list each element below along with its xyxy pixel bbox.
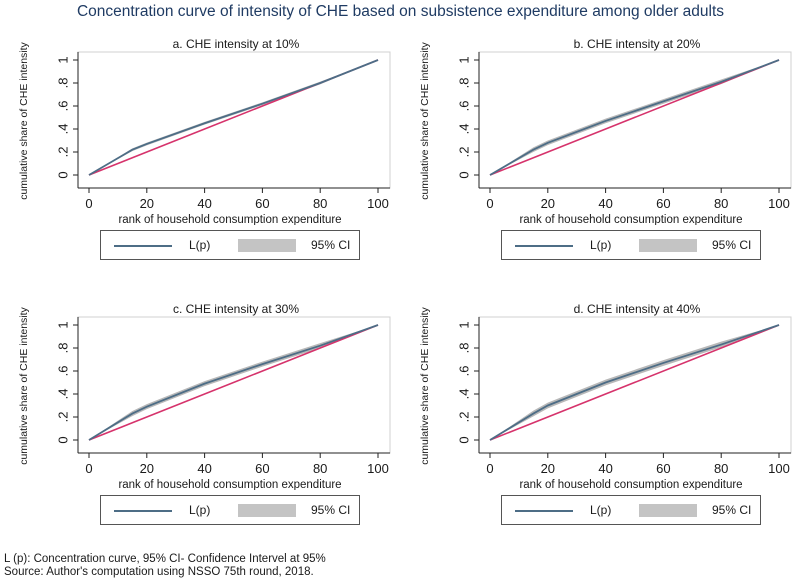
- chart-a-svg: a. CHE intensity at 10% 0 .2 .4 .6 .8 1 0 20 40 60…: [18, 37, 391, 225]
- y-tick-label: 1: [456, 321, 471, 328]
- y-tick-label: .8: [456, 78, 471, 89]
- x-tick-label: 80: [313, 461, 327, 476]
- x-tick-label: 60: [656, 196, 670, 211]
- legend-ci-label: 95% CI: [712, 503, 752, 517]
- legend-ci-swatch: [639, 239, 697, 252]
- y-axis-label: cumulative share of CHE intensity: [18, 41, 30, 199]
- x-tick-label: 0: [85, 196, 92, 211]
- panel-title: a. CHE intensity at 10%: [173, 37, 300, 51]
- legend-line-swatch: [114, 510, 172, 512]
- y-tick-label: .2: [456, 147, 471, 158]
- x-tick-label: 20: [140, 461, 154, 476]
- y-tick-label: 1: [456, 56, 471, 63]
- x-axis-label: rank of household consumption expenditur…: [118, 214, 341, 225]
- legend-line-swatch: [515, 510, 573, 512]
- y-tick-label: 1: [55, 56, 70, 63]
- y-tick-label: .2: [55, 412, 70, 423]
- y-tick-label: .4: [456, 389, 471, 400]
- y-axis-label: cumulative share of CHE intensity: [419, 41, 431, 199]
- y-tick-label: .6: [456, 366, 471, 377]
- panel-title: c. CHE intensity at 30%: [173, 302, 299, 316]
- y-tick-label: .8: [55, 78, 70, 89]
- y-tick-label: .6: [456, 101, 471, 112]
- legend-ci-swatch: [238, 239, 296, 252]
- panel-d: d. CHE intensity at 40% 0 .2 .4 .6 .8 1 0 20 40 60…: [401, 290, 801, 555]
- legend-line-label: L(p): [590, 238, 612, 252]
- x-tick-label: 20: [140, 196, 154, 211]
- x-tick-label: 80: [313, 196, 327, 211]
- legend-line-swatch: [114, 245, 172, 247]
- x-tick-label: 60: [255, 461, 269, 476]
- legend: L(p) 95% CI: [100, 495, 360, 525]
- legend-line-label: L(p): [590, 503, 612, 517]
- x-tick-label: 100: [768, 196, 790, 211]
- legend: L(p) 95% CI: [100, 230, 360, 260]
- legend-ci-swatch: [639, 504, 697, 517]
- x-tick-label: 60: [255, 196, 269, 211]
- x-tick-label: 100: [768, 461, 790, 476]
- y-tick-label: .4: [55, 124, 70, 135]
- legend-ci-label: 95% CI: [311, 238, 351, 252]
- panel-title: b. CHE intensity at 20%: [574, 37, 701, 51]
- panel-b: b. CHE intensity at 20% 0 .2 .4 .6 .8 1 0 20 40 60…: [401, 25, 801, 290]
- x-tick-label: 100: [367, 196, 389, 211]
- concentration-curve: [489, 324, 780, 441]
- y-tick-label: .4: [55, 389, 70, 400]
- y-tick-label: .6: [55, 366, 70, 377]
- legend: L(p) 95% CI: [501, 495, 761, 525]
- legend-line-label: L(p): [189, 238, 211, 252]
- legend-ci-label: 95% CI: [311, 503, 351, 517]
- figure-title: Concentration curve of intensity of CHE …: [76, 3, 725, 20]
- x-tick-label: 40: [598, 196, 612, 211]
- x-tick-label: 0: [486, 196, 493, 211]
- y-tick-label: .6: [55, 101, 70, 112]
- concentration-curve: [88, 324, 379, 441]
- y-tick-label: 0: [456, 436, 471, 443]
- x-tick-label: 80: [714, 196, 728, 211]
- y-tick-label: 0: [55, 171, 70, 178]
- y-axis-label: cumulative share of CHE intensity: [18, 306, 30, 464]
- x-axis-label: rank of household consumption expenditur…: [118, 479, 341, 490]
- y-axis-label: cumulative share of CHE intensity: [419, 306, 431, 464]
- x-tick-label: 40: [197, 461, 211, 476]
- equality-line: [88, 324, 379, 441]
- panel-c: c. CHE intensity at 30% 0 .2 .4 .6 .8 1 0 20 40 60…: [0, 290, 400, 555]
- y-tick-label: .8: [456, 343, 471, 354]
- x-tick-label: 60: [656, 461, 670, 476]
- legend-line-swatch: [515, 245, 573, 247]
- y-tick-label: .4: [456, 124, 471, 135]
- x-tick-label: 40: [197, 196, 211, 211]
- plot-frame: [77, 51, 391, 189]
- chart-d-svg: d. CHE intensity at 40% 0 .2 .4 .6 .8 1 0 20 40 60…: [419, 302, 792, 490]
- y-tick-label: 0: [55, 436, 70, 443]
- x-axis-label: rank of household consumption expenditur…: [519, 479, 742, 490]
- footnote-definition: L (p): Concentration curve, 95% CI- Conf…: [4, 553, 326, 565]
- concentration-curve: [489, 59, 780, 176]
- legend-ci-label: 95% CI: [712, 238, 752, 252]
- legend-line-label: L(p): [189, 503, 211, 517]
- y-tick-label: 1: [55, 321, 70, 328]
- legend-ci-swatch: [238, 504, 296, 517]
- panel-a: a. CHE intensity at 10% 0 .2 .4 .6 .8 1 0 20 40 60…: [0, 25, 400, 290]
- y-tick-label: .2: [55, 147, 70, 158]
- y-tick-label: 0: [456, 171, 471, 178]
- equality-line: [489, 324, 780, 441]
- y-tick-label: .8: [55, 343, 70, 354]
- x-tick-label: 0: [486, 461, 493, 476]
- x-tick-label: 20: [541, 196, 555, 211]
- x-axis-label: rank of household consumption expenditur…: [519, 214, 742, 225]
- panel-title: d. CHE intensity at 40%: [574, 302, 701, 316]
- chart-c-svg: c. CHE intensity at 30% 0 .2 .4 .6 .8 1 0 20 40 60…: [18, 302, 391, 490]
- footnote: L (p): Concentration curve, 95% CI- Conf…: [4, 553, 326, 579]
- x-tick-label: 40: [598, 461, 612, 476]
- x-tick-label: 0: [85, 461, 92, 476]
- x-tick-label: 20: [541, 461, 555, 476]
- concentration-curve: [88, 59, 379, 176]
- footnote-source: Source: Author's computation using NSSO …: [4, 566, 314, 578]
- legend: L(p) 95% CI: [501, 230, 761, 260]
- x-tick-label: 100: [367, 461, 389, 476]
- y-tick-label: .2: [456, 412, 471, 423]
- x-tick-label: 80: [714, 461, 728, 476]
- chart-b-svg: b. CHE intensity at 20% 0 .2 .4 .6 .8 1 0 20 40 60…: [419, 37, 792, 225]
